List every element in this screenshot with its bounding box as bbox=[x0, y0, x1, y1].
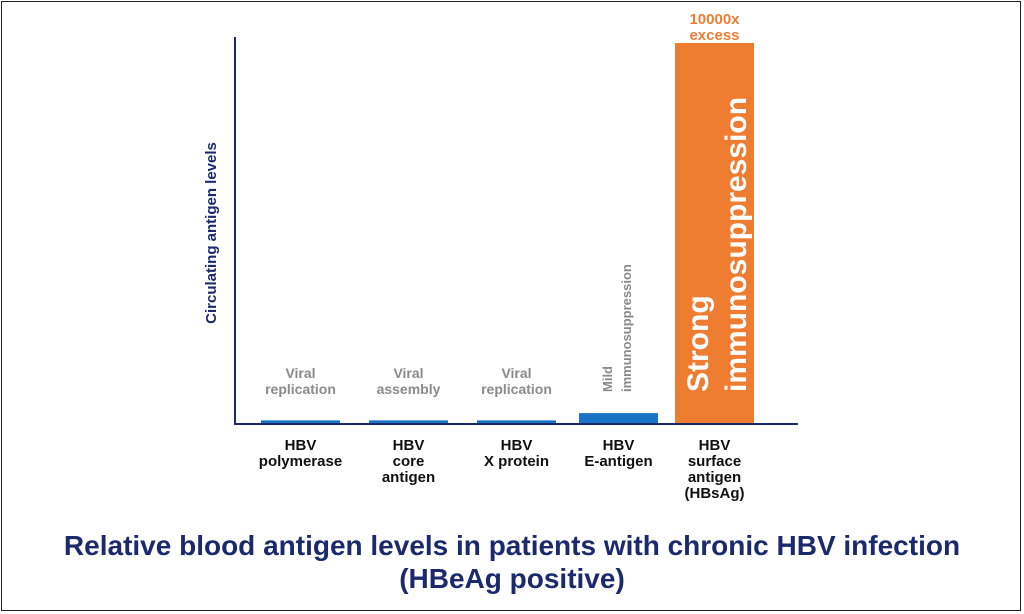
x-tick-label-5-1: HBV bbox=[699, 437, 731, 454]
x-tick-label-2-1: HBV bbox=[393, 437, 425, 454]
bar-label-5-1: Strong bbox=[682, 295, 715, 392]
x-tick-label-5-4: (HBsAg) bbox=[685, 485, 745, 502]
bar-label-5-2: immunosuppression bbox=[720, 97, 753, 392]
annotation-line-2: excess bbox=[689, 27, 739, 44]
bar-label-1-1: Viral bbox=[285, 365, 315, 381]
x-tick-label-2-2: core bbox=[393, 453, 425, 470]
bar-3 bbox=[477, 420, 556, 423]
bar-4 bbox=[579, 413, 658, 423]
x-tick-label-1-2: polymerase bbox=[259, 453, 342, 470]
bar-label-2-2: assembly bbox=[377, 381, 441, 397]
chart: Circulating antigen levels HBVpolymerase… bbox=[203, 11, 798, 502]
x-tick-label-5-3: antigen bbox=[688, 469, 741, 486]
x-tick-label-2-3: antigen bbox=[382, 469, 435, 486]
x-tick-label-3-2: X protein bbox=[484, 453, 549, 470]
y-axis-label: Circulating antigen levels bbox=[203, 142, 220, 324]
bar-label-3-1: Viral bbox=[501, 365, 531, 381]
bar-1 bbox=[261, 420, 340, 423]
bar-label-4-1: Mild bbox=[600, 366, 615, 392]
bar-label-3-2: replication bbox=[481, 381, 552, 397]
x-tick-label-4-1: HBV bbox=[603, 437, 635, 454]
bar-label-2-1: Viral bbox=[393, 365, 423, 381]
x-tick-label-4-2: E-antigen bbox=[584, 453, 652, 470]
x-tick-label-3-1: HBV bbox=[501, 437, 533, 454]
chart-title-line-1: Relative blood antigen levels in patient… bbox=[63, 530, 961, 561]
bar-label-4-2: immunosuppression bbox=[619, 264, 634, 392]
x-tick-label-1-1: HBV bbox=[285, 437, 317, 454]
annotation-line-1: 10000x bbox=[689, 11, 740, 28]
x-tick-label-5-2: surface bbox=[688, 453, 741, 470]
bar-5 bbox=[675, 43, 754, 423]
chart-title-line-2: (HBeAg positive) bbox=[399, 563, 625, 594]
bar-label-1-2: replication bbox=[265, 381, 336, 397]
bar-2 bbox=[369, 420, 448, 423]
